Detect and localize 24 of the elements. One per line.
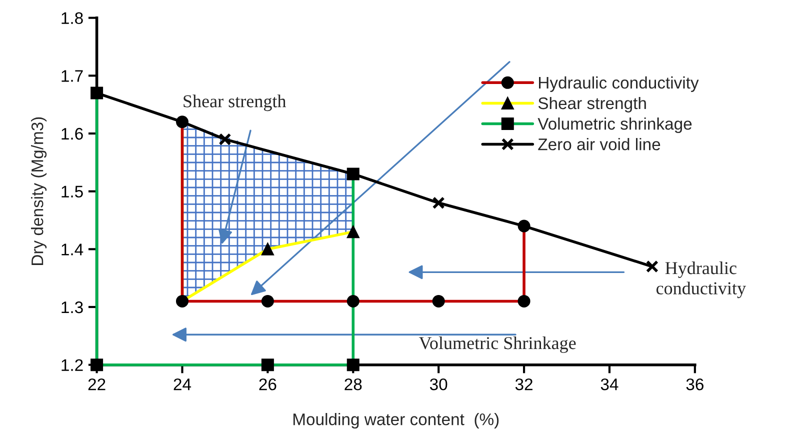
legend-label: Shear strength [538,96,646,112]
legend-label: Volumetric shrinkage [538,117,692,134]
x-tick-label: 26 [259,378,276,390]
annotation: Shear strength [184,94,286,112]
x-tick-label: 24 [174,378,192,390]
x-tick-label: 34 [600,378,618,390]
y-tick-label: 1.8 [62,12,83,24]
x-tick-label: 36 [686,378,704,390]
annotation: Volumetric Shrinkage [418,336,576,353]
y-tick-label: 1.5 [62,186,83,198]
x-tick-label: 22 [88,378,106,390]
legend-label: Zero air void line [538,138,660,150]
x-tick-label: 28 [344,378,362,390]
annotation: Hydraulic conductivity [656,262,746,298]
y-tick-label: 1.3 [62,301,83,314]
x-axis-title: Moulding water content (%) [293,413,499,429]
legend-label: Hydraulic conductivity [539,76,699,92]
y-tick-label: 1.6 [62,128,83,140]
y-tick-label: 1.7 [62,70,83,82]
x-tick-label: 30 [430,378,448,390]
x-tick-label: 32 [515,378,532,390]
y-tick-label: 1.2 [62,359,83,371]
y-axis-title: Dry density (Mg/m3) [31,117,47,265]
y-tick-label: 1.4 [62,244,84,256]
